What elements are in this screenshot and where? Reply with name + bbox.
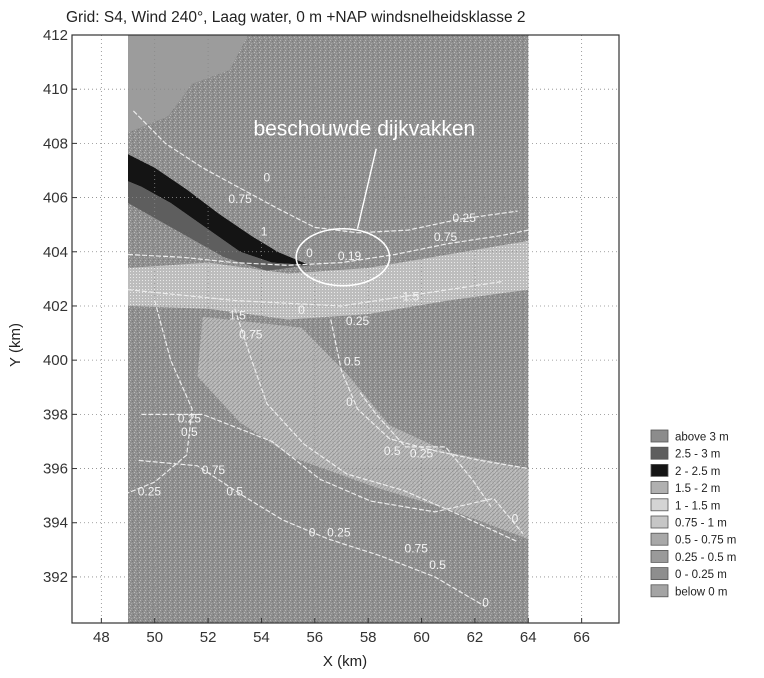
contour-label-12: 0.5 bbox=[344, 355, 361, 369]
contour-label-2: 0.25 bbox=[453, 211, 477, 225]
x-tick-label-2: 52 bbox=[200, 629, 217, 646]
contour-label-19: 0.25 bbox=[138, 485, 162, 499]
contour-label-9: 0 bbox=[298, 303, 305, 317]
contour-label-22: 0 bbox=[309, 525, 316, 539]
x-axis-label: X (km) bbox=[323, 653, 367, 670]
region-mid bbox=[197, 316, 529, 539]
contour-line-3 bbox=[127, 300, 193, 494]
chart-title: Grid: S4, Wind 240°, Laag water, 0 m +NA… bbox=[66, 9, 526, 26]
contour-label-25: 0.5 bbox=[429, 558, 446, 572]
annotation-ellipse bbox=[295, 227, 391, 287]
contour-label-26: 0 bbox=[482, 596, 489, 610]
contour-label-5: 0 bbox=[306, 246, 313, 260]
x-tick-label-7: 62 bbox=[467, 629, 484, 646]
x-tick-label-8: 64 bbox=[520, 629, 537, 646]
y-tick-label-3: 398 bbox=[43, 406, 68, 423]
contour-line-1 bbox=[127, 229, 529, 266]
legend-swatch-4 bbox=[650, 498, 669, 512]
contour-label-1: 0.75 bbox=[228, 192, 252, 206]
contour-line-7 bbox=[141, 413, 524, 534]
annotation-leader bbox=[356, 148, 377, 229]
contour-label-24: 0.75 bbox=[405, 542, 429, 556]
contour-line-5 bbox=[330, 319, 529, 470]
legend-swatch-3 bbox=[650, 481, 669, 495]
legend-swatch-2 bbox=[650, 463, 669, 477]
y-tick-label-9: 410 bbox=[43, 81, 68, 98]
y-tick-label-6: 404 bbox=[43, 244, 68, 261]
legend-label-3: 1.5 - 2 m bbox=[675, 483, 720, 495]
contour-label-16: 0.5 bbox=[384, 444, 401, 458]
region-channel-edge bbox=[128, 181, 310, 271]
contour-line-0 bbox=[132, 110, 518, 234]
contour-label-13: 0 bbox=[346, 395, 353, 409]
legend-label-9: below 0 m bbox=[675, 586, 727, 598]
plot-frame bbox=[71, 34, 620, 624]
legend-label-8: 0 - 0.25 m bbox=[675, 569, 727, 581]
contour-label-23: 0.25 bbox=[327, 525, 351, 539]
y-tick-label-7: 406 bbox=[43, 190, 68, 207]
y-axis-ticks: 392 394 396 398 400 402 404 406 408 410 412 bbox=[43, 27, 77, 586]
legend-swatch-8 bbox=[650, 567, 669, 580]
region-deep-channel bbox=[128, 154, 310, 266]
contour-label-6: 0.19 bbox=[338, 249, 362, 263]
x-tick-label-5: 58 bbox=[360, 629, 377, 646]
x-tick-label-4: 56 bbox=[306, 629, 323, 646]
y-tick-label-5: 402 bbox=[43, 298, 68, 315]
contour-label-18: 0.75 bbox=[202, 463, 226, 477]
legend-swatch-7 bbox=[650, 550, 669, 563]
legend-swatch-9 bbox=[650, 584, 669, 598]
contour-label-17: 0.25 bbox=[410, 447, 434, 461]
contour-line-8 bbox=[359, 392, 492, 507]
contour-label-4: 1 bbox=[261, 225, 268, 239]
contour-label-10: 0.25 bbox=[346, 314, 370, 328]
legend-swatch-0 bbox=[650, 429, 669, 443]
contour-label-14: 0.25 bbox=[178, 411, 202, 425]
contour-label-0: 0 bbox=[263, 170, 270, 184]
y-tick-label-8: 408 bbox=[43, 135, 68, 152]
model-domain bbox=[128, 35, 529, 623]
region-upper-left bbox=[128, 35, 249, 133]
contour-label-11: 0.75 bbox=[239, 327, 263, 341]
x-tick-label-9: 66 bbox=[573, 629, 590, 646]
annotation-text: beschouwde dijkvakken bbox=[253, 117, 475, 140]
contour-label-8: 1.5 bbox=[229, 309, 246, 323]
legend-label-7: 0.25 - 0.5 m bbox=[675, 552, 736, 564]
legend-label-1: 2.5 - 3 m bbox=[675, 449, 720, 461]
contour-line-4 bbox=[234, 308, 518, 543]
legend-label-0: above 3 m bbox=[675, 432, 729, 444]
legend: above 3 m 2.5 - 3 m 2 - 2.5 m 1.5 - 2 m 1 - … bbox=[650, 429, 736, 598]
x-tick-label-6: 60 bbox=[413, 629, 430, 646]
contour-label-3: 0.75 bbox=[434, 230, 458, 244]
legend-label-5: 0.75 - 1 m bbox=[675, 518, 727, 530]
contour-label-21: 0 bbox=[512, 512, 519, 526]
y-tick-label-4: 400 bbox=[43, 352, 68, 369]
depth-field bbox=[128, 35, 529, 623]
y-tick-label-1: 394 bbox=[43, 515, 68, 532]
legend-label-6: 0.5 - 0.75 m bbox=[675, 535, 736, 547]
contour-line-6 bbox=[138, 459, 486, 608]
y-tick-label-10: 412 bbox=[43, 27, 68, 44]
y-tick-label-0: 392 bbox=[43, 569, 68, 586]
legend-swatch-5 bbox=[650, 515, 669, 529]
x-tick-label-3: 54 bbox=[253, 629, 270, 646]
contour-lines bbox=[127, 110, 529, 608]
y-axis-label: Y (km) bbox=[7, 323, 24, 367]
contour-label-15: 0.5 bbox=[181, 425, 198, 439]
x-tick-label-1: 50 bbox=[146, 629, 163, 646]
x-axis-ticks: 48 50 52 54 56 58 60 62 64 66 bbox=[93, 618, 590, 646]
legend-label-4: 1 - 1.5 m bbox=[675, 500, 720, 512]
annotation: beschouwde dijkvakken bbox=[253, 117, 475, 287]
y-tick-label-2: 396 bbox=[43, 461, 68, 478]
legend-label-2: 2 - 2.5 m bbox=[675, 466, 720, 478]
x-tick-label-0: 48 bbox=[93, 629, 110, 646]
contour-label-20: 0.5 bbox=[226, 485, 243, 499]
legend-swatch-1 bbox=[650, 446, 669, 460]
legend-swatch-6 bbox=[650, 532, 669, 546]
contour-label-7: 1.5 bbox=[403, 290, 420, 304]
